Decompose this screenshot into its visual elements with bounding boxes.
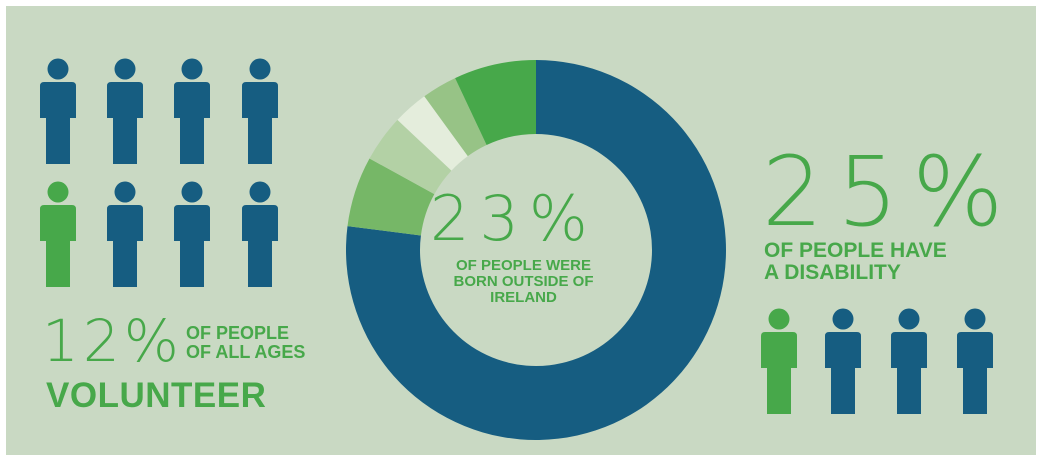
disability-percent: 25% [762, 136, 1018, 248]
donut-segment-4 [424, 78, 487, 157]
donut-segment-5 [455, 60, 536, 146]
person-icon [107, 58, 143, 164]
person-icon [242, 58, 278, 164]
born-outside-label-line: IRELAND [490, 288, 557, 306]
person-icon [40, 58, 76, 164]
person-icon [957, 308, 993, 414]
person-icon [242, 181, 278, 287]
disability-label-line: A DISABILITY [764, 261, 901, 285]
donut-segment-3 [397, 96, 468, 171]
volunteer-label-line: OF ALL AGES [186, 341, 306, 362]
disability-label: OF PEOPLE HAVE A DISABILITY [764, 239, 1004, 285]
volunteer-percent: 12% [42, 307, 183, 375]
volunteer-highlight: VOLUNTEER [46, 376, 267, 415]
volunteer-label: OF PEOPLE OF ALL AGES [186, 324, 326, 362]
volunteer-label-line: OF PEOPLE [186, 323, 290, 343]
born-outside-label-line: BORN OUTSIDE OF [453, 272, 594, 290]
born-outside-label-line: OF PEOPLE WERE [455, 257, 591, 274]
donut-segment-main [346, 60, 726, 440]
person-icon [825, 308, 861, 414]
born-outside-percent: 23% [430, 182, 598, 255]
person-icon [40, 181, 76, 287]
infographic-panel: 12% OF PEOPLE OF ALL AGES VOLUNTEER 23% … [6, 6, 1036, 455]
person-icon [174, 58, 210, 164]
person-icon [891, 308, 927, 414]
person-icon [174, 181, 210, 287]
born-outside-donut-chart [346, 60, 726, 440]
donut-segment-2 [369, 119, 452, 195]
person-icon [107, 181, 143, 287]
born-outside-label: OF PEOPLE WERE BORN OUTSIDE OF IRELAND [431, 258, 616, 305]
disability-label-line: OF PEOPLE HAVE [764, 239, 947, 262]
person-icon [761, 308, 797, 414]
donut-segment-1 [347, 158, 435, 236]
